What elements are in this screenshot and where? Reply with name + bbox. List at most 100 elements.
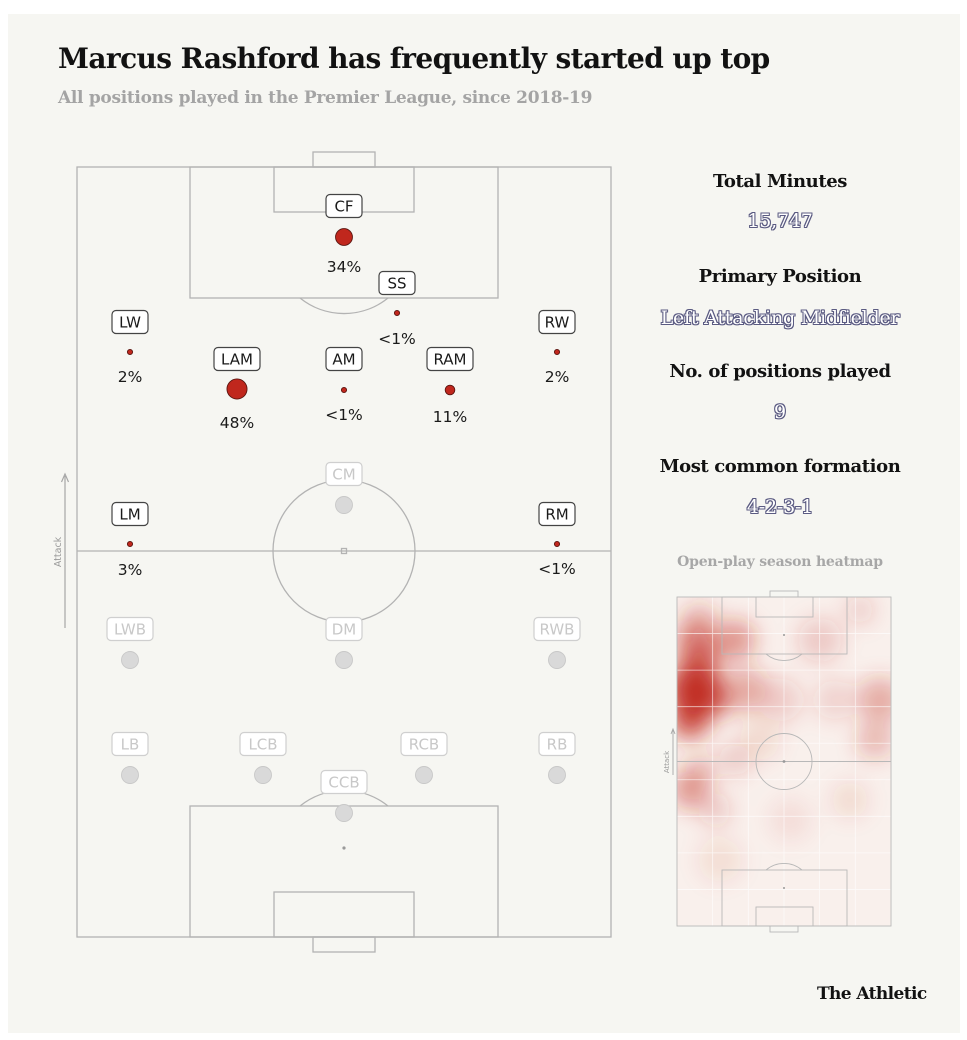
top-goal	[312, 151, 376, 168]
total-minutes-label: Total Minutes	[712, 171, 848, 192]
position-label-ss: SS	[387, 275, 406, 293]
position-label-box-lb	[111, 731, 149, 757]
position-share-lw: 2%	[118, 368, 143, 386]
formation-label: Most common formation	[659, 456, 901, 477]
position-dot-lb	[121, 766, 139, 784]
position-dot-am	[340, 386, 348, 394]
bottom-goal	[312, 936, 376, 953]
bottom-penalty-box	[189, 805, 499, 938]
position-label-box-cf	[325, 193, 363, 219]
position-dm: DM	[325, 616, 363, 669]
position-label-box-lam	[213, 346, 261, 372]
position-share-lm: 3%	[118, 561, 143, 579]
position-markers: CF 34% SS <1% LW 2% RW 2% LAM 48% AM <1% RAM 11% LM 3% R…	[106, 193, 581, 822]
position-share-ss: <1%	[378, 330, 416, 348]
position-cm: CM	[325, 461, 363, 514]
position-label-box-rm	[538, 501, 576, 527]
position-label-lwb: LWB	[114, 621, 146, 639]
center-spot	[340, 547, 348, 555]
position-rb: RB	[538, 731, 576, 784]
position-am: AM <1%	[325, 346, 363, 424]
position-rm: RM <1%	[538, 501, 576, 578]
position-dot-ram	[444, 384, 456, 396]
position-label-lam: LAM	[221, 351, 253, 369]
position-label-box-ccb	[320, 769, 368, 795]
position-label-box-lcb	[239, 731, 287, 757]
bottom-penalty-spot	[342, 846, 346, 850]
position-lb: LB	[111, 731, 149, 784]
position-dot-dm	[335, 651, 353, 669]
position-dot-lwb	[121, 651, 139, 669]
position-dot-rwb	[548, 651, 566, 669]
position-dot-rb	[548, 766, 566, 784]
position-label-rm: RM	[545, 506, 568, 524]
position-label-dm: DM	[332, 621, 357, 639]
position-share-lam: 48%	[220, 414, 254, 432]
position-ram: RAM 11%	[426, 346, 474, 426]
position-dot-rcb	[415, 766, 433, 784]
position-dot-cm	[335, 496, 353, 514]
position-label-rw: RW	[545, 314, 570, 332]
position-label-box-dm	[325, 616, 363, 642]
position-label-ccb: CCB	[328, 774, 359, 792]
position-lwb: LWB	[106, 616, 154, 669]
position-dot-lw	[126, 348, 134, 356]
position-label-lb: LB	[121, 736, 140, 754]
position-share-rm: <1%	[538, 560, 576, 578]
positions-played-label: No. of positions played	[669, 361, 891, 382]
position-share-cf: 34%	[327, 258, 361, 276]
position-label-rb: RB	[547, 736, 568, 754]
position-label-box-cm	[325, 461, 363, 487]
position-label-box-rb	[538, 731, 576, 757]
position-label-box-rw	[538, 309, 576, 335]
position-label-box-ss	[378, 270, 416, 296]
heatmap-attack-label: Attack	[663, 750, 671, 773]
position-label-box-lw	[111, 309, 149, 335]
heatmap-title: Open-play season heatmap	[677, 554, 883, 570]
position-label-cf: CF	[334, 198, 353, 216]
top-penalty-arc	[299, 297, 389, 315]
position-dot-rw	[553, 348, 561, 356]
attack-label: Attack	[53, 536, 64, 567]
bottom-six-yard-box	[273, 891, 415, 938]
position-lw: LW 2%	[111, 309, 149, 386]
position-label-lm: LM	[119, 506, 140, 524]
position-dot-cf	[335, 228, 353, 246]
position-label-cm: CM	[332, 466, 355, 484]
position-lcb: LCB	[239, 731, 287, 784]
brand-logo: The Athletic	[817, 984, 927, 1004]
position-label-box-lwb	[106, 616, 154, 642]
formation-value: 4-2-3-1	[746, 496, 814, 518]
position-label-box-lm	[111, 501, 149, 527]
position-dot-lcb	[254, 766, 272, 784]
position-label-lcb: LCB	[248, 736, 277, 754]
position-cf: CF 34%	[325, 193, 363, 276]
position-ccb: CCB	[320, 769, 368, 822]
position-rwb: RWB	[533, 616, 581, 669]
position-label-box-ram	[426, 346, 474, 372]
position-label-ram: RAM	[433, 351, 466, 369]
chart-subtitle: All positions played in the Premier Leag…	[58, 88, 593, 108]
primary-position-label: Primary Position	[698, 266, 862, 287]
position-label-box-rwb	[533, 616, 581, 642]
position-label-box-am	[325, 346, 363, 372]
position-label-rwb: RWB	[540, 621, 575, 639]
position-label-lw: LW	[119, 314, 141, 332]
positions-played-value: 9	[774, 401, 786, 423]
position-rcb: RCB	[400, 731, 448, 784]
position-dot-lam	[226, 378, 248, 400]
position-ss: SS <1%	[378, 270, 416, 348]
position-share-ram: 11%	[433, 408, 467, 426]
position-label-rcb: RCB	[409, 736, 439, 754]
total-minutes-value: 15,747	[747, 210, 813, 232]
position-label-am: AM	[332, 351, 355, 369]
attack-arrow: Attack	[53, 472, 70, 628]
chart-title: Marcus Rashford has frequently started u…	[58, 42, 770, 75]
heatmap: Attack	[663, 590, 892, 933]
position-label-box-rcb	[400, 731, 448, 757]
position-dot-ccb	[335, 804, 353, 822]
position-dot-ss	[393, 309, 401, 317]
position-share-rw: 2%	[545, 368, 570, 386]
position-share-am: <1%	[325, 406, 363, 424]
